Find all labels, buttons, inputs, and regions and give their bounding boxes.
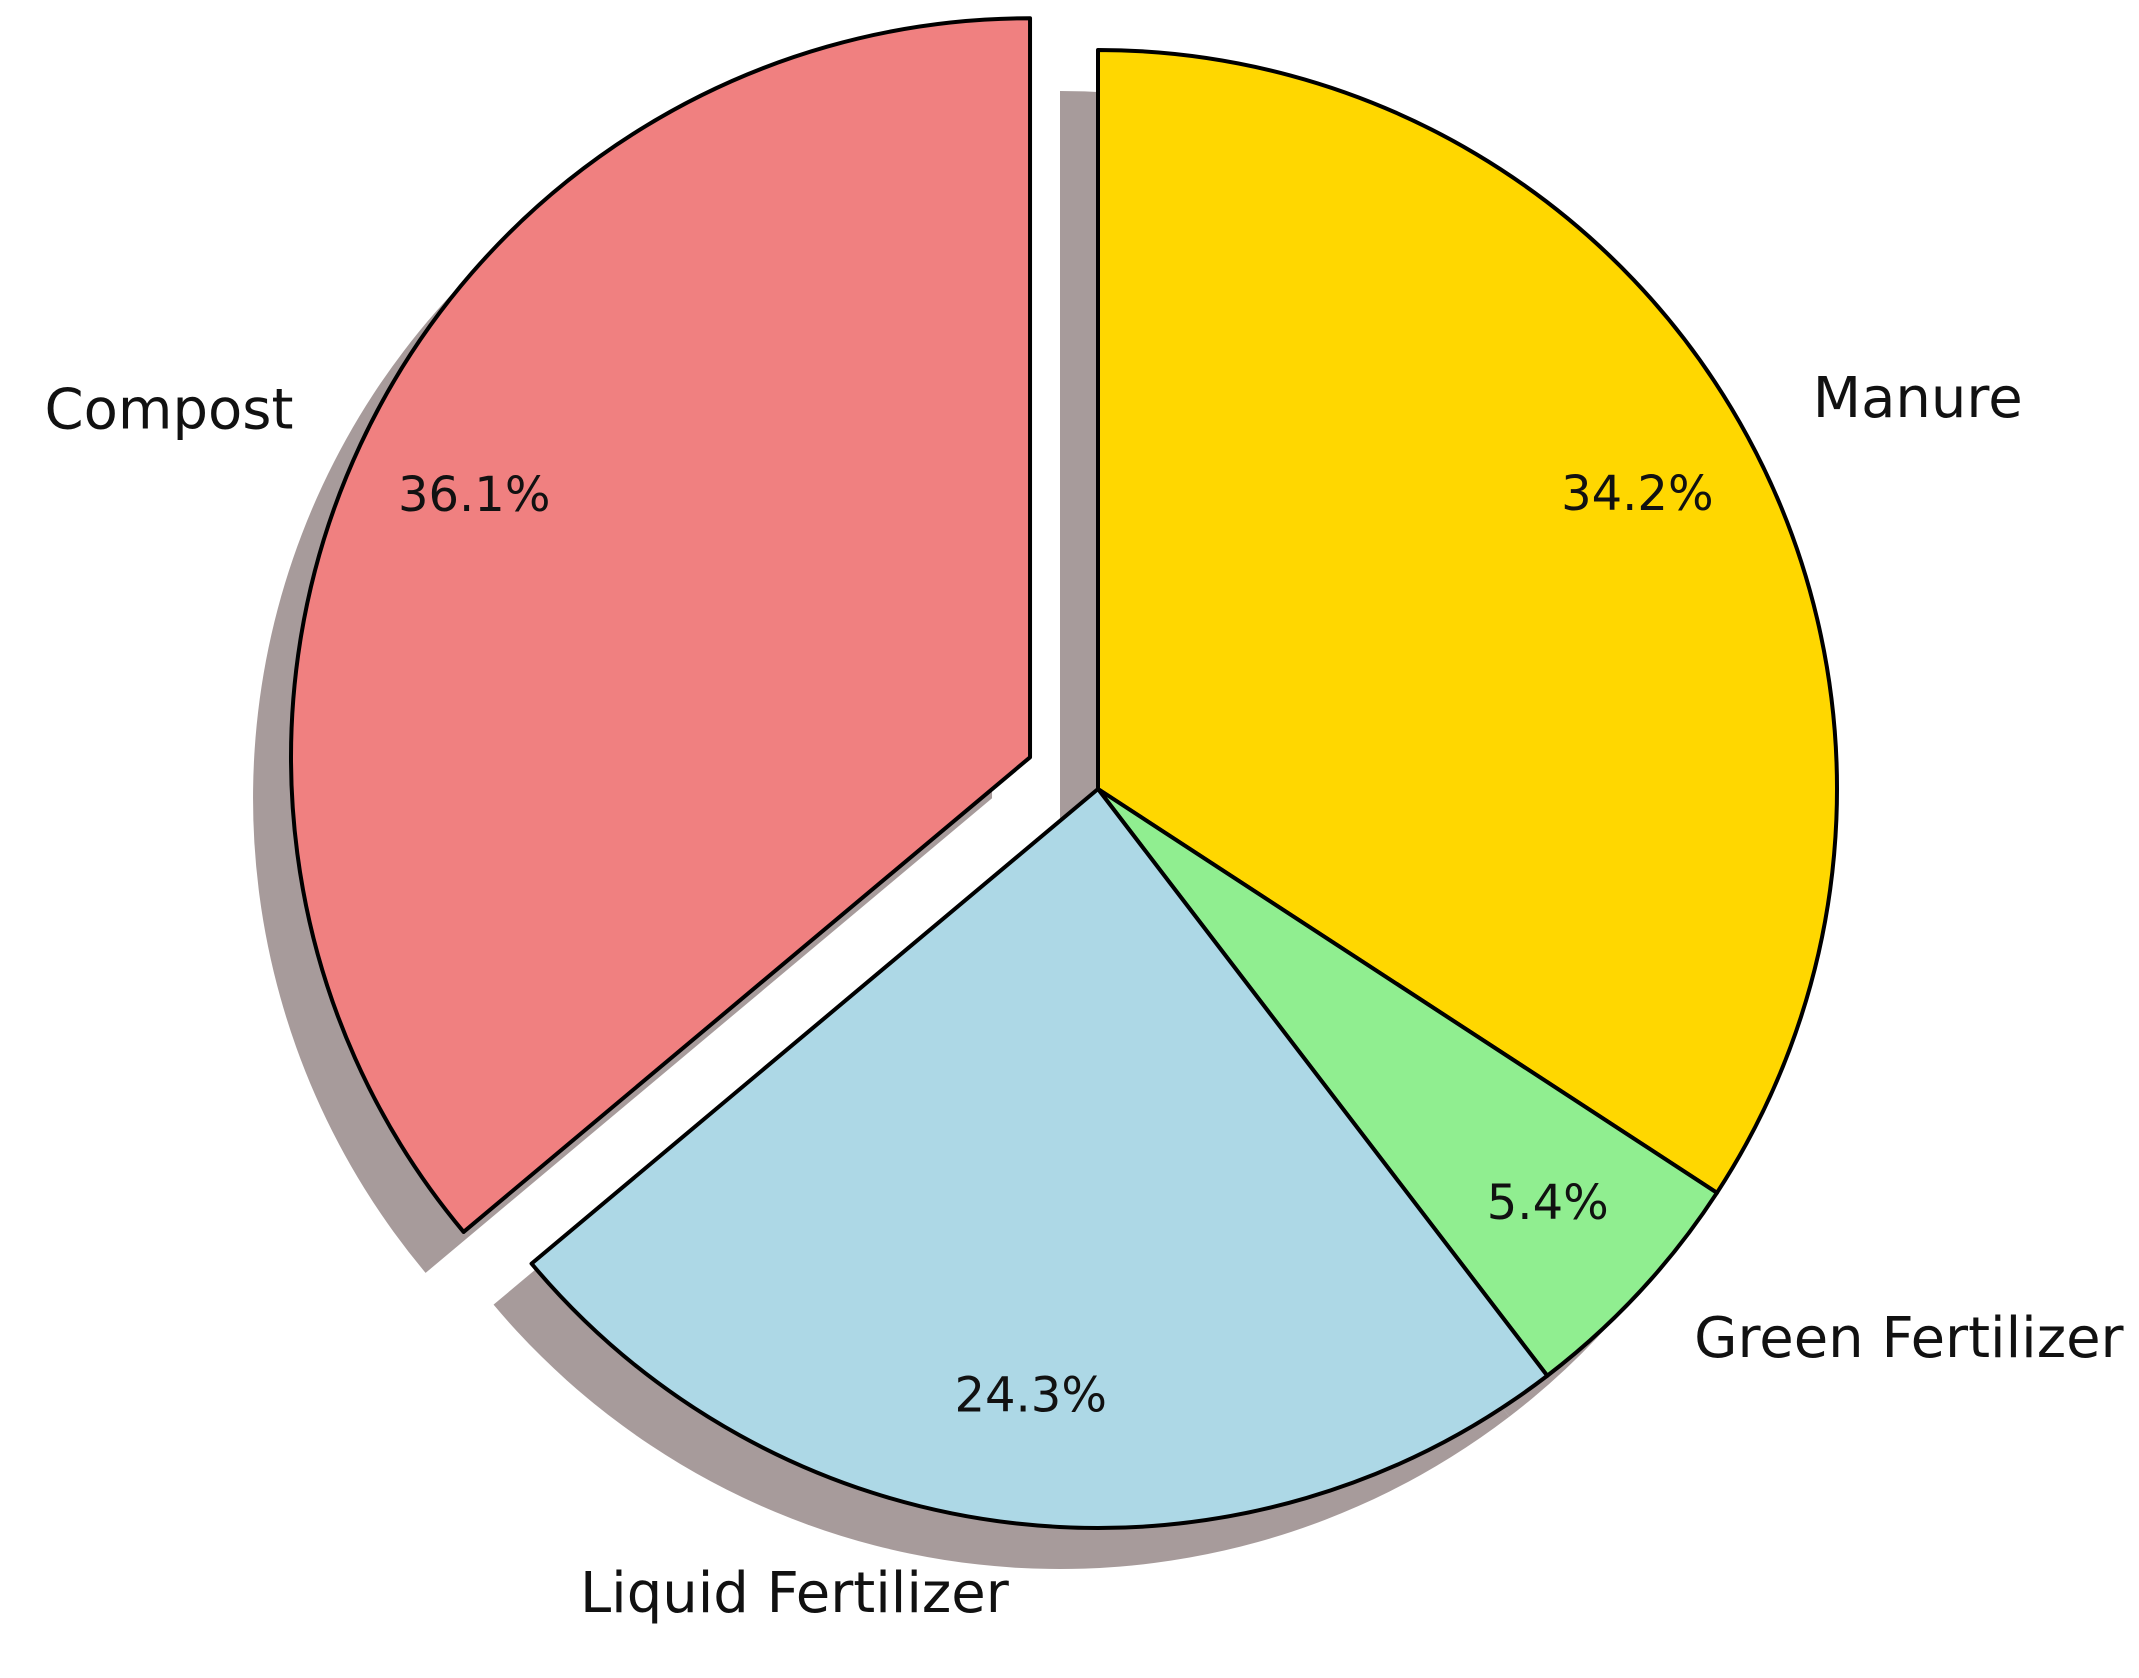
slice-liquid-fertilizer [529,787,1550,1530]
slice-wedges [289,16,1839,1530]
slice-compost [289,16,1033,1234]
slice-manure [1096,48,1839,1195]
slice-label-manure: Manure [1813,366,2023,431]
slice-percent-liquid-fertilizer: 24.3% [954,1368,1106,1424]
slice-percent-green-fertilizer: 5.4% [1487,1175,1609,1231]
slice-percent-manure: 34.2% [1561,466,1713,522]
slice-label-liquid-fertilizer: Liquid Fertilizer [580,1561,1010,1626]
slice-percent-compost: 36.1% [398,467,550,523]
slice-labels: Manure 34.2% Green Fertilizer 5.4% Liquid Fe… [45,366,2125,1626]
slice-label-compost: Compost [45,378,294,443]
slice-label-green-fertilizer: Green Fertilizer [1694,1306,2124,1371]
slice-green-fertilizer [1096,787,1719,1378]
